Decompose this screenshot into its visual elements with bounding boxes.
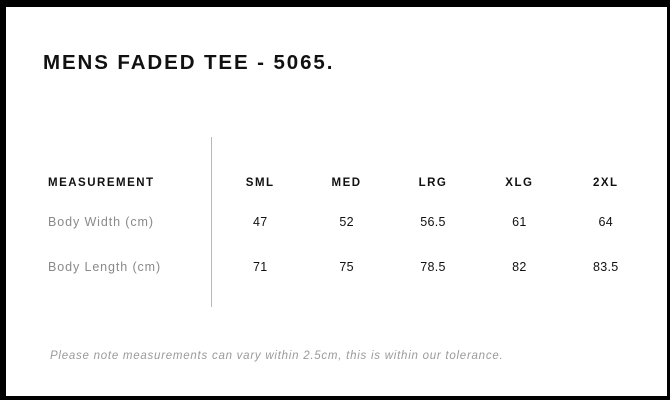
column-header-measurement: MEASUREMENT: [48, 177, 155, 189]
cell-body-length-sml: 71: [252, 259, 268, 274]
size-chart-table: MEASUREMENT SML MED LRG XLG 2XL Body Wid…: [43, 167, 649, 289]
column-header-lrg: LRG: [418, 177, 448, 189]
row-label-body-width: Body Width (cm): [48, 214, 154, 229]
column-header-xlg: XLG: [505, 177, 534, 189]
cell-body-width-lrg: 56.5: [420, 214, 446, 229]
column-header-med: MED: [331, 177, 362, 189]
page-title: MENS FADED TEE - 5065.: [43, 51, 335, 74]
column-header-2xl: 2XL: [592, 177, 619, 189]
cell-body-length-xlg: 82: [512, 259, 527, 274]
cell-body-width-sml: 47: [252, 214, 268, 229]
table-header: MEASUREMENT SML MED LRG XLG 2XL: [43, 167, 649, 199]
cell-body-width-xlg: 61: [512, 214, 527, 229]
row-label-body-length: Body Length (cm): [48, 259, 162, 274]
column-divider: [211, 137, 212, 307]
cell-body-width-2xl: 64: [598, 214, 614, 229]
table-row: Body Width (cm) 47 52 56.5 61 64: [43, 199, 649, 244]
cell-body-length-med: 75: [339, 259, 354, 274]
table-row: Body Length (cm) 71 75 78.5 82 83.5: [43, 244, 649, 289]
cell-body-length-2xl: 83.5: [593, 259, 619, 274]
page-content: MENS FADED TEE - 5065. MEASUREMENT SML M…: [6, 7, 667, 396]
table-header-row: MEASUREMENT SML MED LRG XLG 2XL: [43, 167, 649, 199]
column-header-sml: SML: [245, 177, 275, 189]
cell-body-length-lrg: 78.5: [420, 259, 446, 274]
table-body: Body Width (cm) 47 52 56.5 61 64 Body Le…: [43, 199, 649, 289]
tolerance-footnote: Please note measurements can vary within…: [50, 350, 504, 362]
cell-body-width-med: 52: [339, 214, 354, 229]
